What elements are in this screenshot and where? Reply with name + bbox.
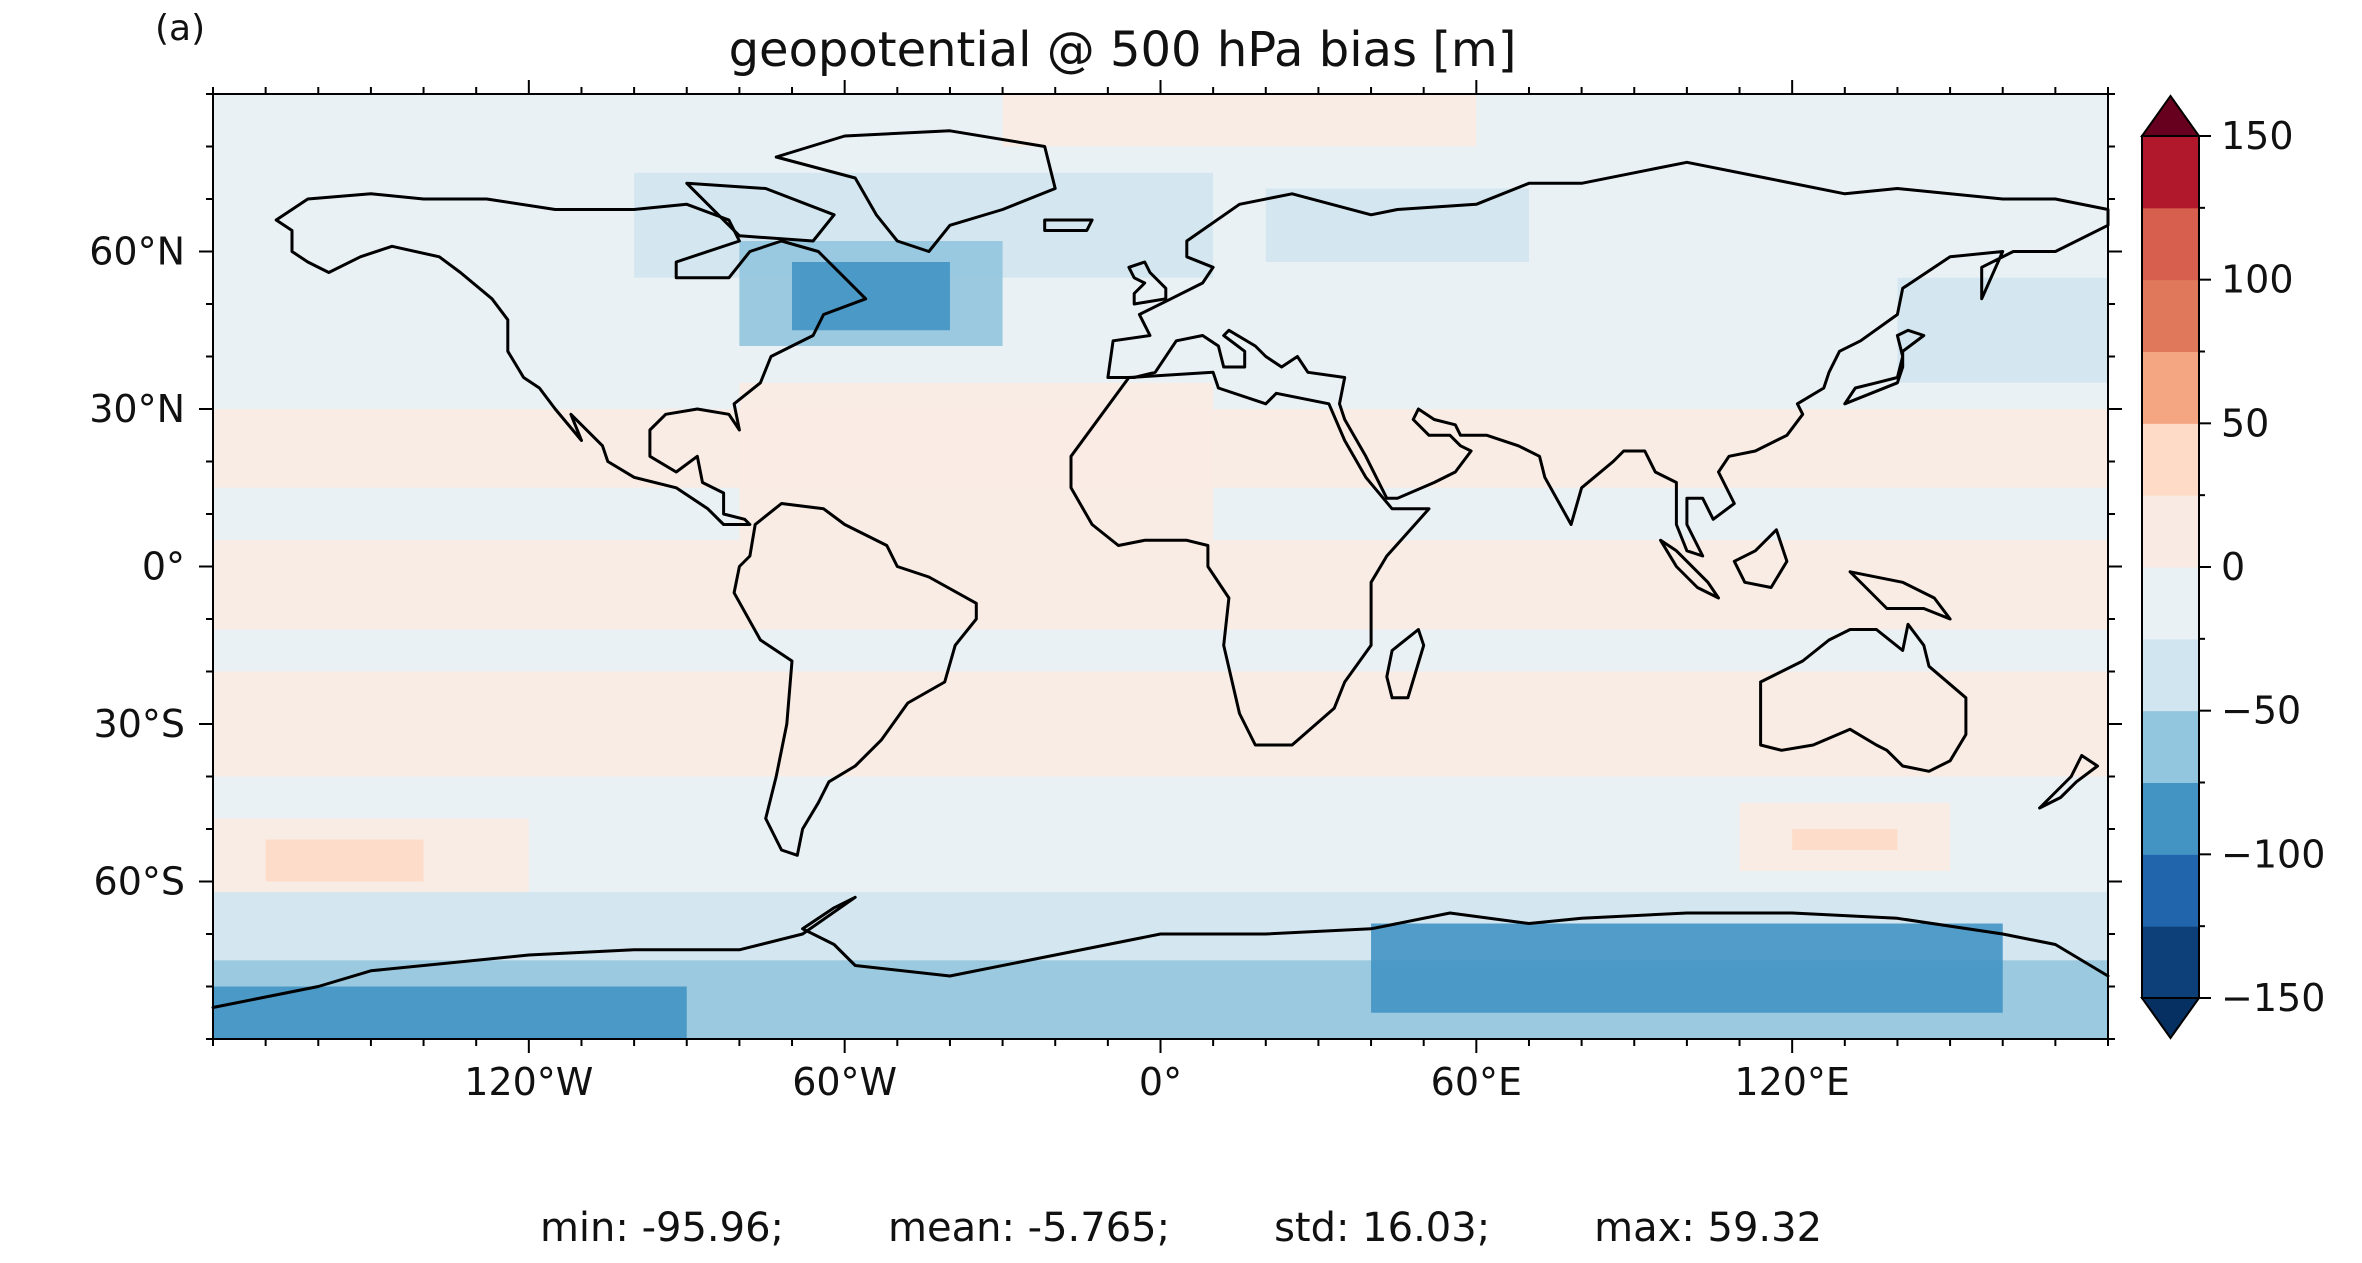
coast-south-america <box>732 502 978 857</box>
stat-std: std: 16.03; <box>1274 1205 1491 1251</box>
field-region <box>1897 277 2108 383</box>
field-region <box>213 409 2108 488</box>
lat-tick-label: 60°S <box>94 860 185 904</box>
colorbar-segment <box>2142 854 2199 927</box>
coast-africa <box>1069 370 1431 747</box>
lat-tick-label: 0° <box>142 545 185 589</box>
colorbar: 150 100 50 0 −50 −100 −150 <box>2140 94 2325 1040</box>
coast-iceland <box>1043 218 1094 232</box>
coast-uk <box>1127 260 1168 306</box>
lat-tick-label: 30°N <box>89 387 185 431</box>
longitude-axis: 120°W 60°W 0° 60°E 120°E <box>212 80 2109 1104</box>
coast-japan <box>1843 328 1926 406</box>
coast-sumatra <box>1659 538 1720 600</box>
latitude-axis: 60°N 30°N 0° 30°S 60°S <box>89 93 2122 1040</box>
colorbar-segment <box>2142 495 2199 568</box>
colorbar-tick-label: −150 <box>2221 976 2325 1020</box>
lon-tick-label: 60°E <box>1431 1060 1522 1104</box>
colorbar-extend-max <box>2140 94 2201 137</box>
lon-tick-label: 0° <box>1139 1060 1182 1104</box>
lat-tick-label: 60°N <box>89 230 185 274</box>
lon-tick-label: 120°E <box>1734 1060 1850 1104</box>
colorbar-segment <box>2142 136 2199 209</box>
coast-borneo <box>1732 528 1789 589</box>
coast-australia <box>1759 622 1968 773</box>
coast-new-zealand <box>2038 754 2099 810</box>
field-region <box>792 262 950 331</box>
lon-tick-label: 60°W <box>792 1060 897 1104</box>
field-region <box>1002 94 1477 147</box>
colorbar-tick-label: 150 <box>2221 114 2294 158</box>
colorbar-segment <box>2142 423 2199 496</box>
field-region <box>213 540 2108 630</box>
coast-madagascar <box>1385 628 1426 700</box>
field-region <box>1371 923 2003 1013</box>
field-region <box>1792 829 1898 850</box>
colorbar-segment <box>2142 926 2199 999</box>
colorbar-tick-label: −100 <box>2221 832 2325 876</box>
coast-antarctica <box>211 895 2110 1009</box>
coast-eurasia <box>1106 160 2110 558</box>
colorbar-segment <box>2142 567 2199 640</box>
colorbar-tick-label: 50 <box>2221 401 2269 445</box>
colorbar-extend-min <box>2140 997 2201 1040</box>
coast-north-america <box>274 192 868 526</box>
colorbar-segment <box>2142 351 2199 424</box>
colorbar-segment <box>2142 710 2199 783</box>
field-statistics: min: -95.96; mean: -5.765; std: 16.03; max:… <box>0 1205 2362 1251</box>
coast-baffin <box>685 181 836 243</box>
lon-tick-label: 120°W <box>464 1060 593 1104</box>
coastlines <box>211 129 2110 1009</box>
panel-label: (a) <box>155 8 206 49</box>
field-region <box>213 986 687 1039</box>
stat-min: min: -95.96; <box>539 1205 785 1251</box>
colorbar-tick-label: 100 <box>2221 258 2294 302</box>
lat-tick-label: 30°S <box>94 702 185 746</box>
colorbar-segment <box>2142 207 2199 281</box>
colorbar-segment <box>2142 782 2199 855</box>
stat-max: max: 59.32 <box>1594 1205 1823 1251</box>
coast-greenland <box>774 129 1057 253</box>
colorbar-segment <box>2142 279 2199 352</box>
colorbar-tick-label: 0 <box>2221 545 2245 589</box>
bias-field <box>213 94 2108 1039</box>
map-title: geopotential @ 500 hPa bias [m] <box>728 22 1517 78</box>
field-region <box>265 839 424 882</box>
coast-new-guinea <box>1848 570 1952 621</box>
field-region <box>213 671 2108 777</box>
colorbar-segment <box>2142 638 2199 712</box>
colorbar-tick-label: −50 <box>2221 689 2301 733</box>
stat-mean: mean: -5.765; <box>888 1205 1171 1251</box>
